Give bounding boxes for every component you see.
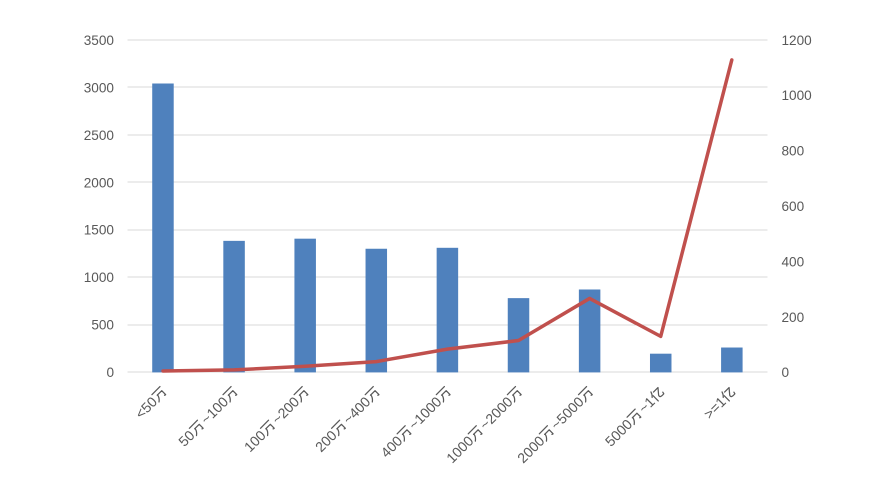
svg-text:0: 0 [782,365,790,380]
svg-text:1500: 1500 [84,223,115,238]
svg-text:500: 500 [91,318,114,333]
svg-text:1000: 1000 [84,270,115,285]
svg-text:0: 0 [106,365,114,380]
svg-text:3000: 3000 [84,80,115,95]
svg-text:800: 800 [782,144,805,159]
svg-text:600: 600 [782,199,805,214]
svg-text:200: 200 [782,310,805,325]
svg-text:3500: 3500 [84,33,115,48]
svg-text:400: 400 [782,254,805,269]
svg-text:2000: 2000 [84,175,115,190]
svg-text:2500: 2500 [84,128,115,143]
svg-text:1200: 1200 [782,33,813,48]
svg-text:1000: 1000 [782,88,813,103]
